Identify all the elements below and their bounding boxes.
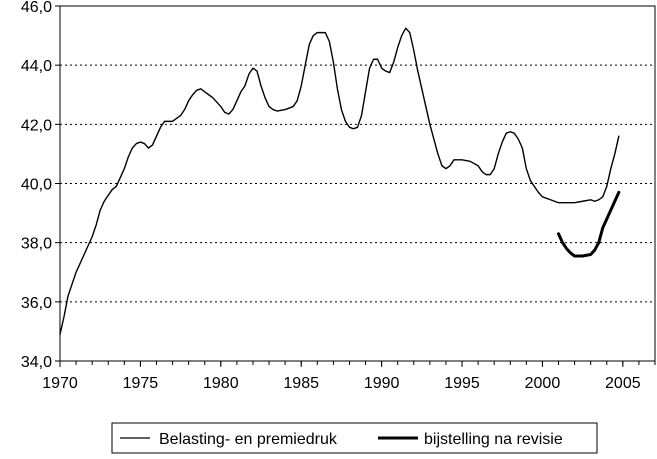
legend-label-series-2: bijstelling na revisie: [424, 431, 563, 448]
legend: Belasting- en premiedruk bijstelling na …: [111, 422, 598, 454]
x-tick-label: 1975: [123, 375, 159, 392]
legend-box: [111, 422, 598, 454]
x-tick-label: 2005: [605, 375, 641, 392]
y-tick-label: 44,0: [21, 58, 52, 75]
y-tick-label: 36,0: [21, 295, 52, 312]
y-tick-label: 38,0: [21, 236, 52, 253]
x-tick-label: 1985: [283, 375, 319, 392]
gridlines: [60, 64, 655, 303]
x-axis-ticks: 1970 1975 1980 1985 1990 1995 2000 2005: [42, 361, 656, 392]
series-layer: [59, 27, 621, 336]
x-tick-label: 2000: [525, 375, 561, 392]
y-axis-ticks: 34,0 36,0 38,0 40,0 42,0 44,0 46,0: [21, 0, 60, 371]
series-line-1: [59, 27, 620, 336]
y-tick-label: 40,0: [21, 177, 52, 194]
x-tick-label: 1995: [444, 375, 480, 392]
x-tick-label: 1970: [42, 375, 78, 392]
x-tick-label: 1980: [203, 375, 239, 392]
legend-label-series-1: Belasting- en premiedruk: [159, 431, 338, 448]
y-tick-label: 42,0: [21, 117, 52, 134]
x-tick-label: 1990: [364, 375, 400, 392]
y-tick-label: 34,0: [21, 354, 52, 371]
series-line-2: [557, 190, 621, 258]
y-tick-label: 46,0: [21, 0, 52, 16]
